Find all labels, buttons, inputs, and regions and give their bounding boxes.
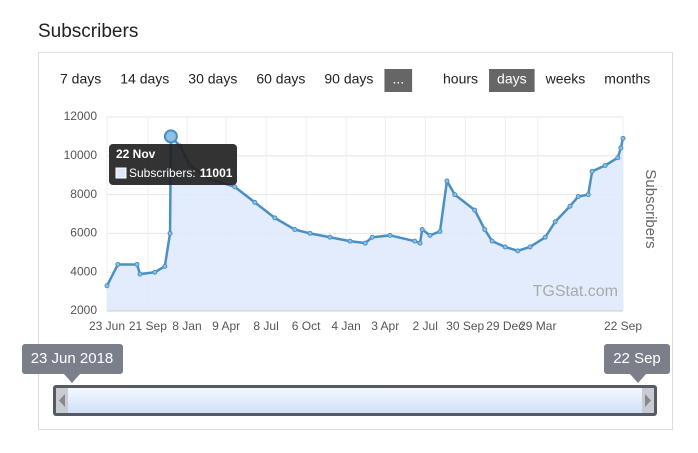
point [307,230,313,236]
point [347,238,353,244]
x-tick-label: 22 Sep [604,319,642,333]
x-tick-label: 29 Dec [486,319,524,333]
x-tick-label: 21 Sep [129,319,167,333]
y-tick-label: 6000 [70,226,97,240]
point [134,261,140,267]
y-tick-label: 8000 [70,187,97,201]
point [618,145,624,151]
tooltip-title: 22 Nov [116,147,156,161]
point [585,192,591,198]
button-label[interactable]: months [604,71,650,87]
button-label[interactable]: ... [392,71,404,87]
point [602,163,608,168]
tooltip-box [109,144,237,185]
x-tick-label: 30 Sep [446,319,484,333]
point [167,230,173,236]
x-tick-label: 9 Apr [212,319,240,333]
button-selected[interactable] [384,69,413,92]
button-selected[interactable] [489,69,535,92]
point [412,238,418,244]
point [162,263,168,269]
point [152,269,158,275]
x-tick-label: 3 Apr [371,319,399,333]
button-label[interactable]: 60 days [256,71,305,87]
button-label[interactable]: days [497,71,527,87]
point [272,215,278,221]
point [387,232,393,238]
point [589,168,595,174]
x-tick-label: 29 Mar [519,319,556,333]
point [115,261,121,267]
button-label[interactable]: weeks [545,71,586,87]
point [252,199,258,205]
tooltip-label: Subscribers: [129,166,196,180]
area-fill [107,136,623,311]
button-label[interactable]: 14 days [120,71,169,87]
button-label[interactable]: 90 days [324,71,373,87]
point [472,207,478,213]
point [527,244,533,250]
tooltip: 22 Nov Subscribers: 11001 [109,144,237,185]
x-tick-label: 4 Jan [331,319,360,333]
point [620,135,626,141]
tooltip-text: Subscribers: 11001 [129,166,233,180]
point [104,283,110,289]
point [615,155,621,161]
point [417,240,423,246]
y-tick-label: 12000 [64,109,98,123]
tooltip-value: 11001 [200,166,233,180]
point [427,232,433,238]
point [489,238,495,244]
y-tick-label: 4000 [70,264,97,278]
x-tick-label: 8 Jan [172,319,201,333]
point [327,234,333,240]
range-from: 23 Jun 2018 [31,350,114,367]
point [567,203,573,209]
point [292,227,298,233]
highlight-marker [163,129,178,144]
y-tick-label: 10000 [64,148,98,162]
plot: 2000 4000 6000 8000 10000 12000 23 Jun 21 Sep 8 … [64,109,659,333]
x-tick-label: 23 Jun [89,319,125,333]
point [419,227,425,233]
point [362,240,368,246]
button-label[interactable]: 7 days [60,71,101,87]
point [575,194,581,200]
point [502,244,508,250]
point [137,271,143,277]
point [437,228,443,234]
x-tick-label: 2 Jul [413,319,438,333]
point [482,227,488,233]
point [552,219,558,225]
point [542,234,548,240]
range-to: 22 Sep [613,350,661,367]
watermark: TGStat.com [533,283,618,300]
point [452,192,458,198]
y-tick-label: 2000 [70,303,97,317]
button-label[interactable]: 30 days [188,71,237,87]
y-axis-title: Subscribers [642,169,659,248]
x-tick-label: 6 Oct [292,319,321,333]
button-label[interactable]: hours [443,71,478,87]
point [369,234,375,240]
point [444,178,450,184]
x-tick-label: 8 Jul [253,319,278,333]
page-title: Subscribers [38,21,138,42]
navigator[interactable]: 23 Jun 2018 22 Sep [22,344,670,416]
point [515,248,521,254]
point [232,184,238,190]
tooltip-swatch [115,167,127,179]
